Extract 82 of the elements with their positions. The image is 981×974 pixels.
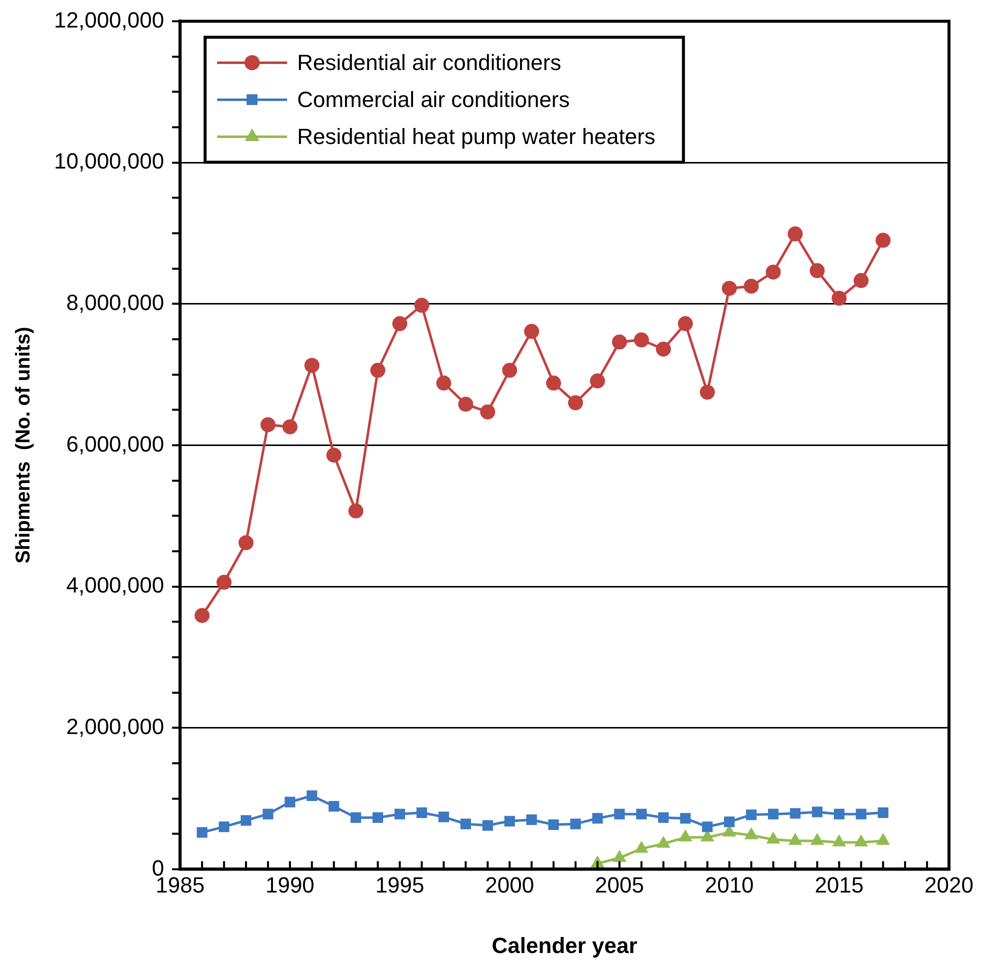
point: [328, 801, 340, 812]
point: [722, 280, 737, 296]
point: [392, 316, 408, 332]
point: [306, 790, 318, 802]
point: [282, 419, 298, 434]
y-tick-label: 12,000,000: [54, 7, 164, 32]
point: [790, 808, 801, 819]
x-tick-label: 2010: [704, 872, 754, 898]
point: [326, 448, 342, 463]
point: [812, 806, 822, 818]
point: [304, 358, 320, 373]
point: [724, 816, 735, 828]
point: [768, 808, 779, 820]
point: [878, 807, 888, 818]
point: [526, 814, 537, 826]
point: [218, 821, 230, 832]
legend-label: Residential air conditioners: [297, 50, 562, 75]
point: [238, 535, 254, 550]
legend-label: Commercial air conditioners: [297, 86, 570, 112]
point: [766, 264, 781, 280]
point: [458, 396, 474, 412]
point: [612, 334, 627, 350]
point: [460, 818, 471, 830]
x-tick-label: 2015: [814, 872, 864, 898]
y-tick-label: 6,000,000: [66, 431, 164, 456]
point: [262, 808, 274, 820]
point: [590, 373, 606, 388]
point: [656, 342, 671, 357]
y-tick-label: 4,000,000: [66, 572, 164, 598]
point: [240, 815, 252, 826]
point: [810, 263, 825, 278]
point: [746, 809, 757, 820]
point: [700, 384, 715, 400]
x-tick-label: 2005: [595, 872, 644, 898]
point: [260, 417, 276, 432]
point: [614, 808, 625, 820]
point: [568, 395, 584, 410]
point: [788, 226, 803, 242]
point: [436, 376, 452, 391]
point: [678, 316, 693, 332]
point: [546, 376, 562, 391]
y-axis-title: Shipments (No. of units): [12, 326, 35, 564]
point: [194, 608, 210, 624]
point: [480, 404, 496, 420]
point: [350, 812, 362, 823]
point: [548, 819, 559, 830]
point: [372, 812, 384, 823]
point: [634, 332, 649, 348]
point: [832, 290, 847, 306]
point: [348, 503, 364, 518]
x-axis-title: Calender year: [492, 932, 638, 958]
point: [876, 232, 891, 248]
x-tick-label: 1995: [375, 872, 424, 898]
point: [680, 813, 691, 824]
point: [414, 298, 430, 313]
point: [394, 808, 406, 820]
point: [570, 818, 581, 830]
point: [482, 820, 493, 831]
point: [524, 324, 540, 339]
point: [744, 278, 759, 294]
point: [702, 821, 713, 832]
point: [216, 574, 232, 590]
point: [834, 808, 844, 820]
legend-label: Residential heat pump water heaters: [297, 124, 656, 149]
point: [438, 812, 450, 822]
x-tick-label: 2000: [485, 872, 534, 898]
point: [504, 816, 515, 826]
point: [658, 812, 669, 823]
y-tick-label: 10,000,000: [54, 148, 164, 174]
point: [196, 827, 208, 838]
point: [856, 808, 866, 820]
point: [416, 807, 428, 818]
point: [284, 796, 296, 808]
point: [502, 362, 518, 378]
x-tick-label: 2020: [924, 872, 974, 898]
point: [636, 808, 647, 820]
point: [592, 813, 603, 824]
point: [370, 362, 386, 378]
y-tick-label: 2,000,000: [66, 714, 164, 739]
x-tick-label: 1990: [265, 872, 314, 898]
point: [854, 273, 869, 288]
y-tick-label: 8,000,000: [66, 290, 164, 315]
